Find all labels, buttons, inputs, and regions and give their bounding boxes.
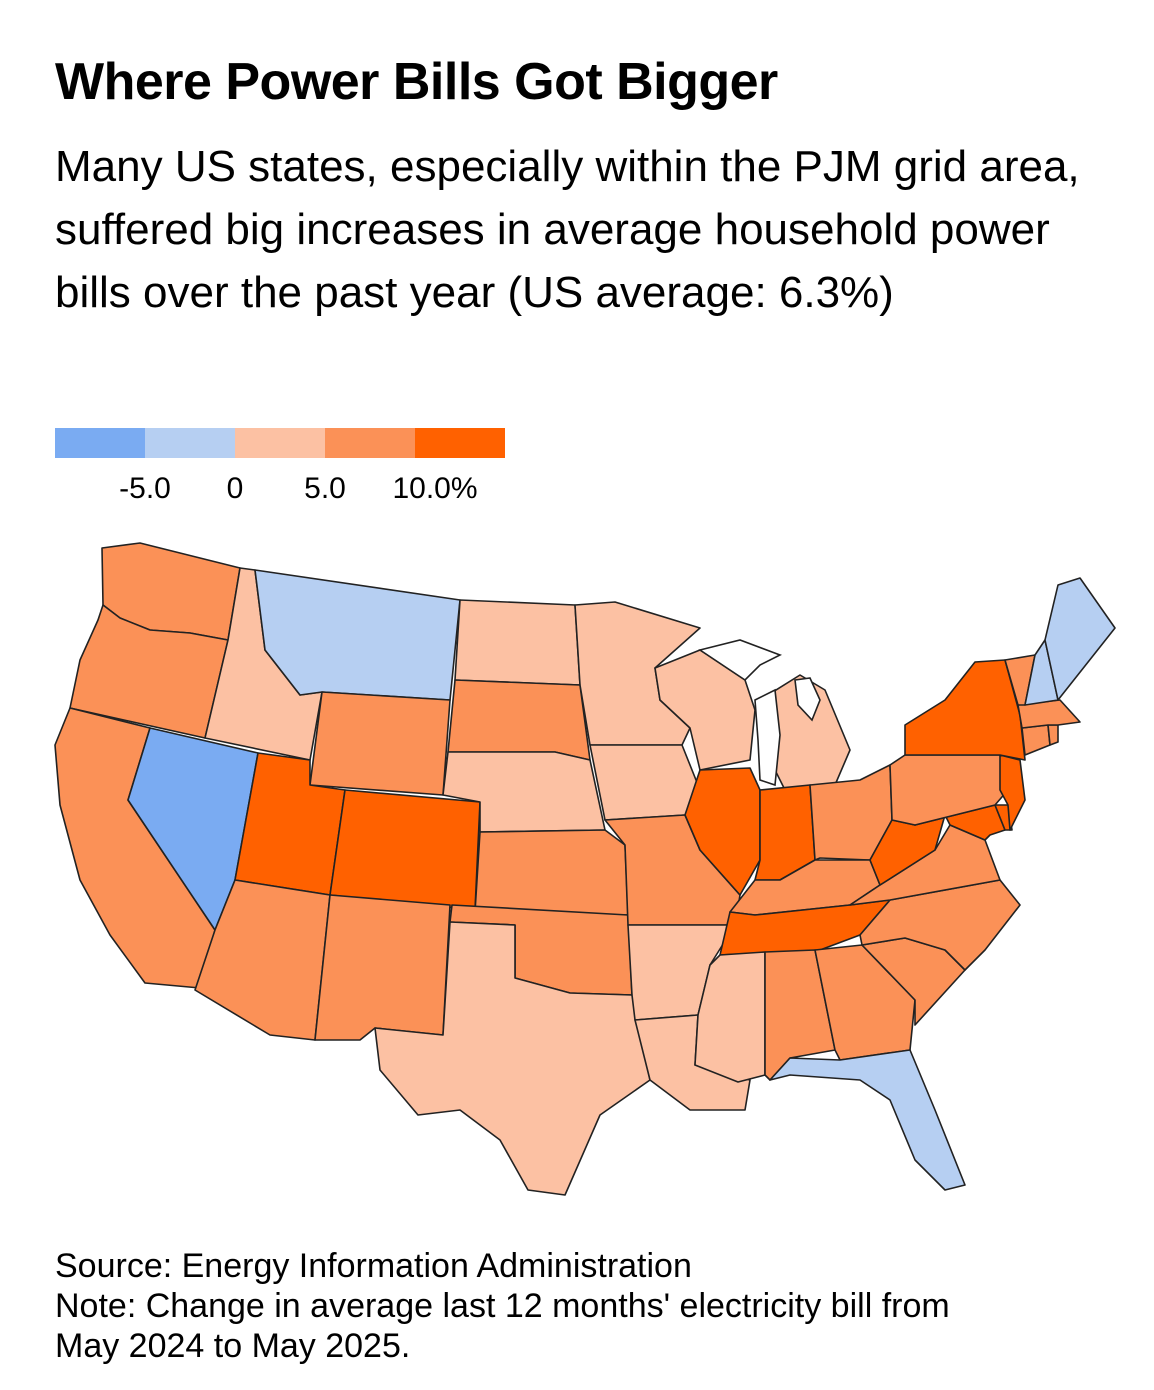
state-massachusetts bbox=[1017, 699, 1081, 729]
chart-footer: Source: Energy Information Administratio… bbox=[55, 1246, 1135, 1366]
chart-subtitle: Many US states, especially within the PJ… bbox=[55, 142, 1080, 317]
legend-swatch bbox=[325, 428, 415, 458]
note-line-2: May 2024 to May 2025. bbox=[55, 1327, 411, 1365]
legend-swatch bbox=[415, 428, 505, 458]
state-south-dakota bbox=[447, 679, 591, 761]
us-states-map bbox=[54, 542, 1116, 1196]
legend-tick-label: 0 bbox=[226, 472, 244, 505]
lake-huron bbox=[794, 677, 821, 722]
state-florida bbox=[769, 1049, 966, 1191]
state-kansas bbox=[474, 829, 629, 916]
legend-swatch bbox=[55, 428, 145, 458]
source-note: Source: Energy Information Administratio… bbox=[55, 1247, 692, 1285]
state-new-york bbox=[904, 659, 1026, 761]
state-connecticut bbox=[1021, 724, 1051, 756]
state-maine bbox=[1044, 577, 1116, 701]
state-colorado bbox=[329, 789, 481, 911]
chart-title: Where Power Bills Got Bigger bbox=[55, 53, 778, 111]
state-new-jersey bbox=[999, 754, 1026, 831]
state-new-mexico bbox=[314, 894, 451, 1041]
legend-tick-label: 10.0% bbox=[392, 472, 478, 505]
legend-swatch bbox=[235, 428, 325, 458]
note-line-1: Note: Change in average last 12 months' … bbox=[55, 1287, 950, 1325]
state-mississippi bbox=[694, 951, 766, 1083]
legend-color-bar bbox=[55, 428, 505, 458]
state-illinois bbox=[684, 767, 761, 896]
legend-swatch bbox=[145, 428, 235, 458]
legend-tick-label: -5.0 bbox=[119, 472, 171, 505]
state-wyoming bbox=[309, 691, 451, 796]
lake-michigan bbox=[754, 688, 781, 787]
state-rhode-island bbox=[1047, 724, 1059, 746]
state-iowa bbox=[589, 744, 701, 821]
state-texas bbox=[374, 921, 651, 1196]
legend-tick-label: 5.0 bbox=[304, 472, 346, 505]
color-legend: -5.0 0 5.0 10.0% bbox=[55, 428, 515, 508]
state-north-dakota bbox=[454, 599, 581, 686]
lake-superior bbox=[698, 639, 782, 682]
great-lakes bbox=[698, 639, 821, 787]
